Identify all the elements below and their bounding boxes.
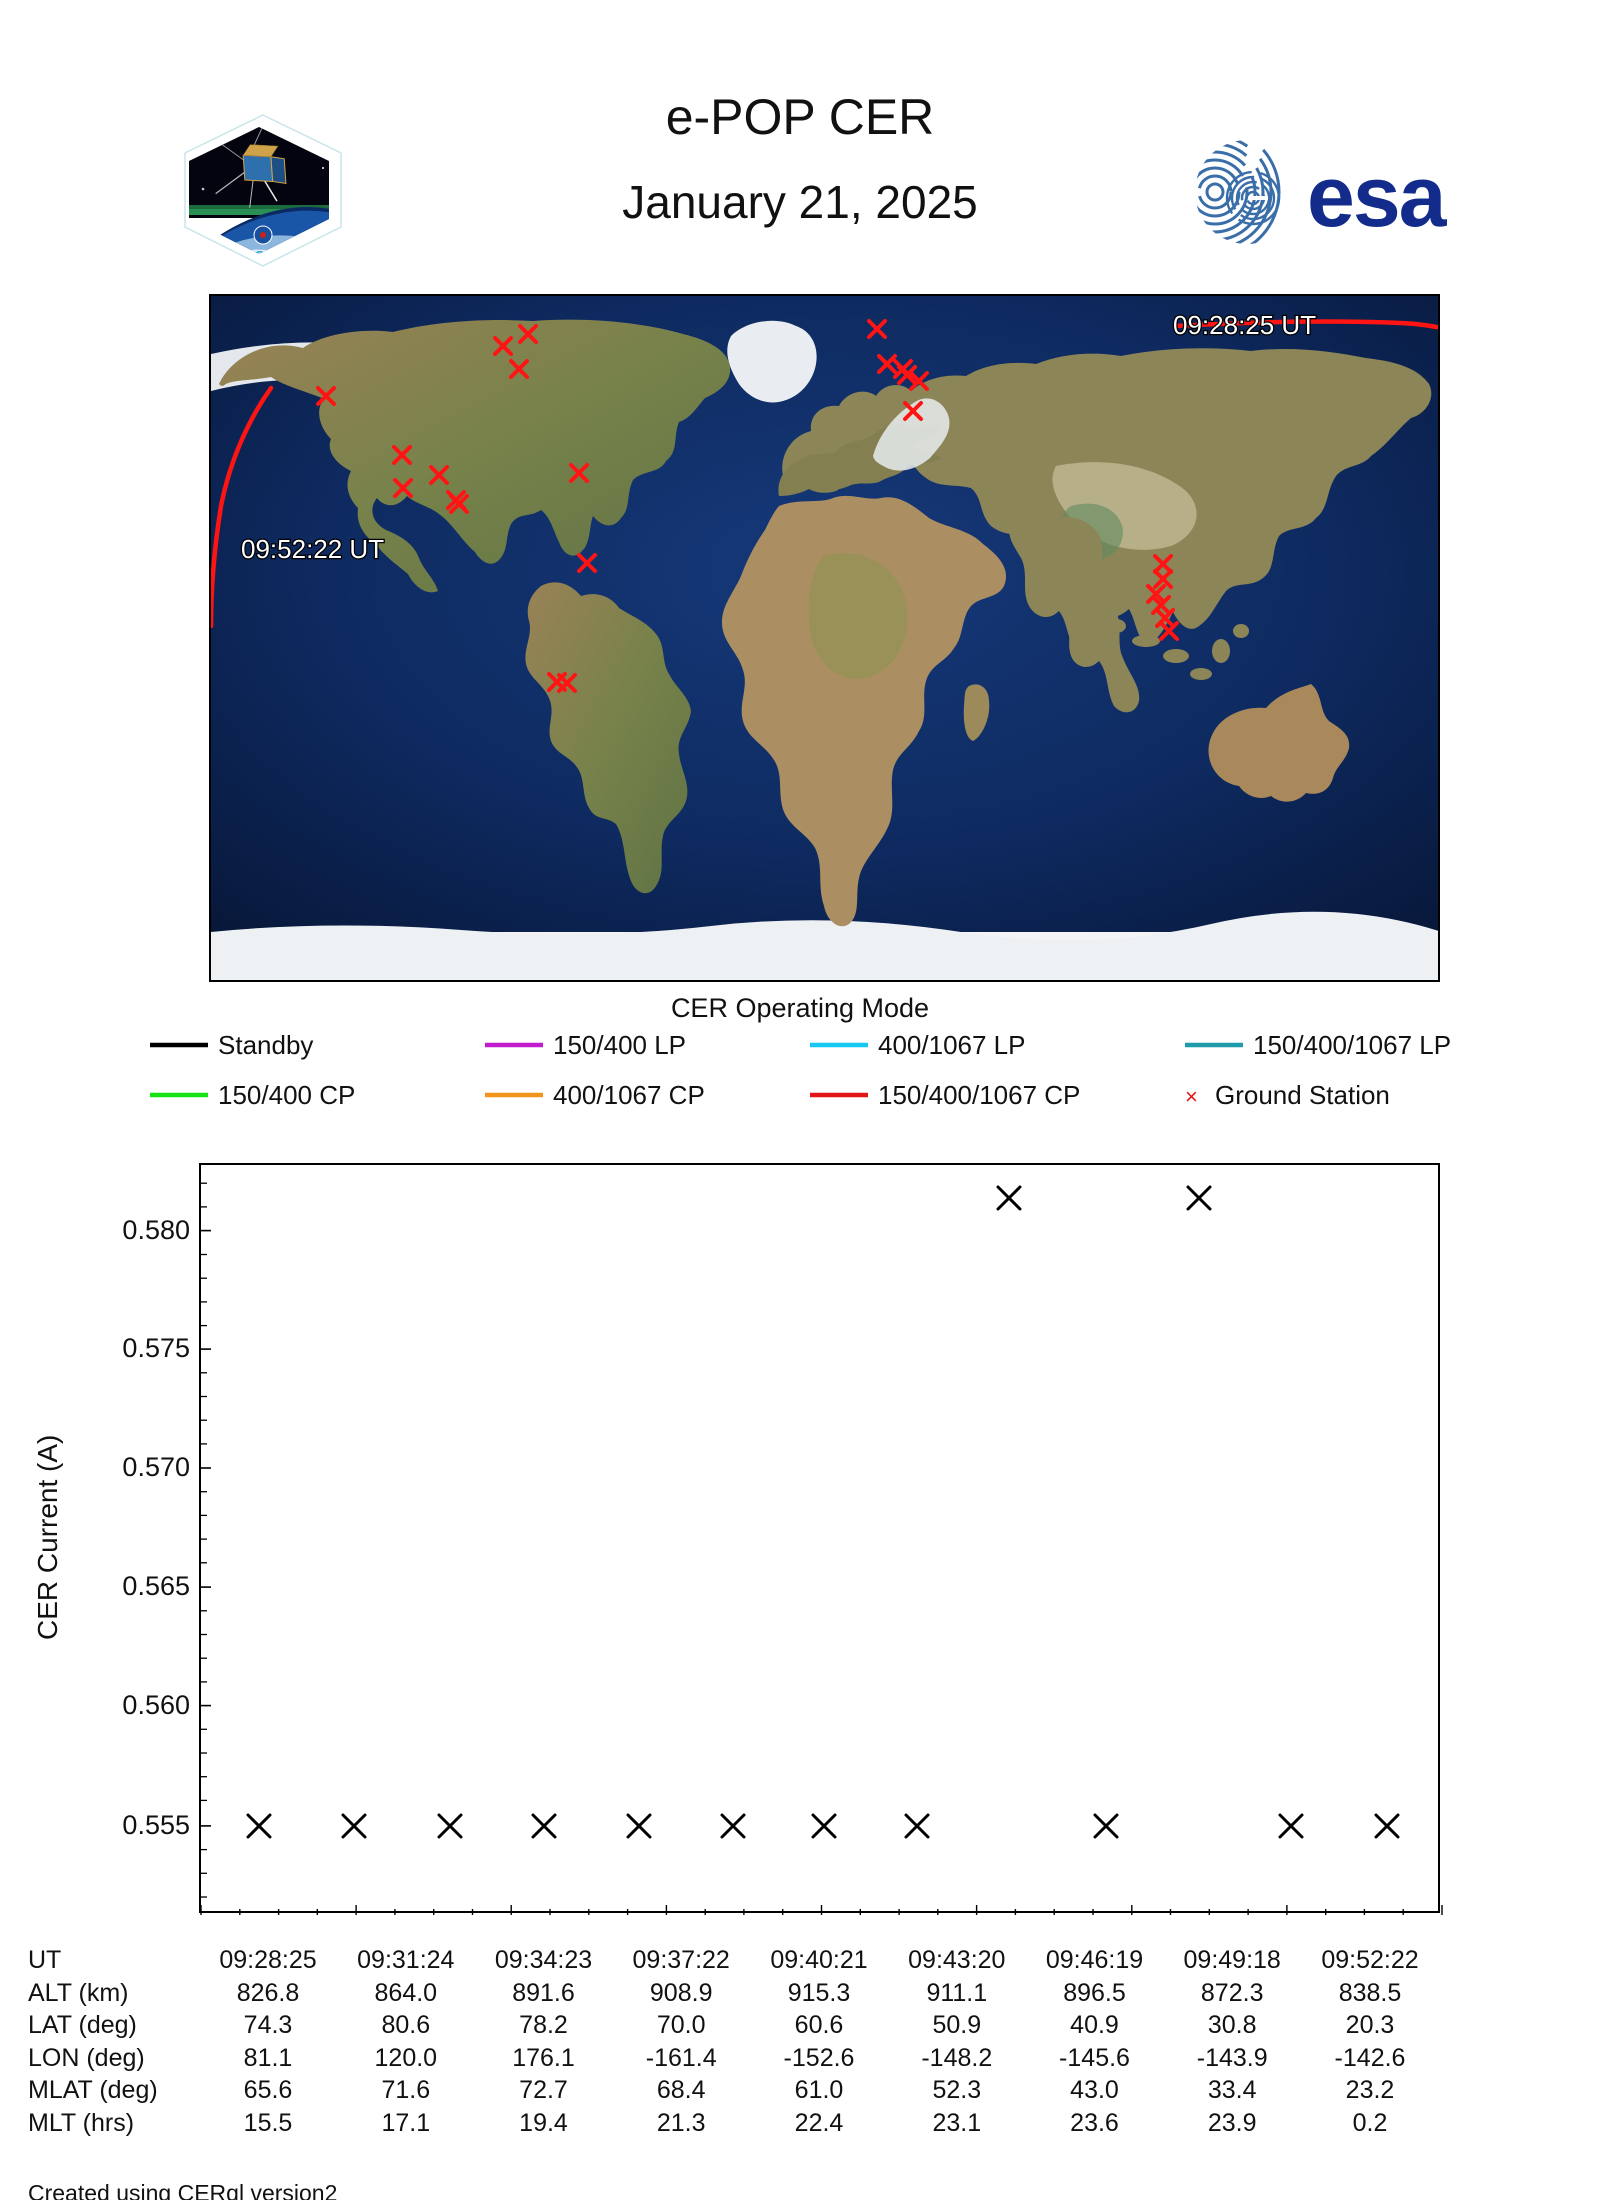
svg-text:400/1067 LP: 400/1067 LP	[878, 1033, 1025, 1060]
svg-text:150/400 CP: 150/400 CP	[218, 1080, 355, 1110]
svg-text:Ground Station: Ground Station	[1215, 1080, 1390, 1110]
svg-text:400/1067 CP: 400/1067 CP	[553, 1080, 705, 1110]
svg-text:×: ×	[1185, 1084, 1198, 1109]
svg-text:09:28:25 UT: 09:28:25 UT	[1173, 310, 1316, 340]
svg-text:09:52:22 UT: 09:52:22 UT	[241, 534, 384, 564]
svg-text:150/400 LP: 150/400 LP	[553, 1033, 686, 1060]
svg-text:150/400/1067 LP: 150/400/1067 LP	[1253, 1033, 1451, 1060]
svg-text:Standby: Standby	[218, 1033, 313, 1060]
svg-text:esa: esa	[1307, 149, 1448, 245]
svg-text:150/400/1067 CP: 150/400/1067 CP	[878, 1080, 1080, 1110]
